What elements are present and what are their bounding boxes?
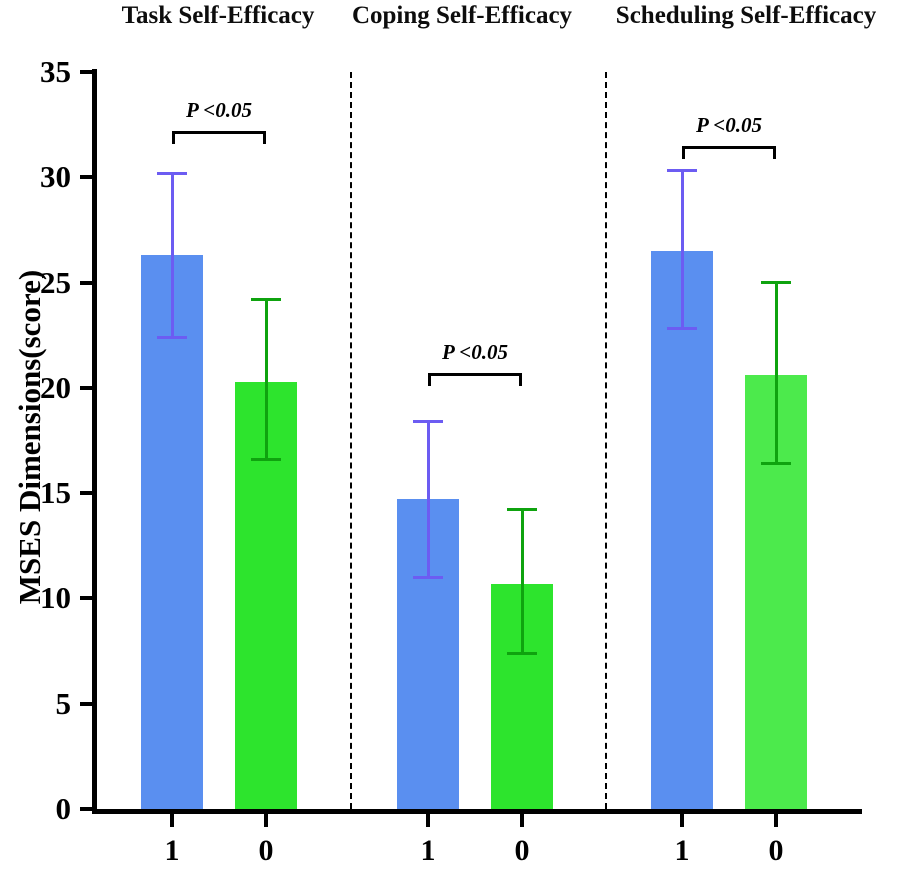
x-axis-tick [264, 814, 268, 827]
error-bar-cap-top [413, 420, 443, 424]
error-bar-cap-top [761, 281, 791, 285]
y-axis-tick [80, 491, 92, 496]
y-axis-tick-label: 30 [40, 159, 71, 195]
error-bar-stem [680, 170, 684, 329]
bar [141, 255, 203, 809]
x-axis-tick [170, 814, 174, 827]
y-axis-tick-label: 10 [40, 580, 71, 616]
error-bar-cap-bottom [507, 651, 537, 655]
group-title-scheduling: Scheduling Self-Efficacy [615, 2, 877, 29]
significance-bracket-cap-left [682, 145, 685, 159]
y-axis-tick-label: 25 [40, 264, 71, 300]
significance-bracket-cap-left [172, 130, 175, 144]
significance-bracket-cap-right [773, 145, 776, 159]
y-axis-label: MSES Dimensions(score) [12, 269, 47, 605]
x-axis-tick [520, 814, 524, 827]
error-bar-cap-bottom [251, 457, 281, 461]
error-bar-cap-top [507, 508, 537, 512]
significance-bracket [682, 145, 776, 149]
x-axis-tick [774, 814, 778, 827]
y-axis-tick [80, 70, 92, 74]
error-bar-stem [426, 421, 430, 578]
error-bar-cap-top [667, 169, 697, 173]
y-axis-tick [80, 385, 92, 390]
error-bar-cap-bottom [667, 327, 697, 331]
error-bar-cap-top [251, 297, 281, 301]
group-title-task: Task Self-Efficacy [121, 2, 315, 29]
significance-bracket-cap-left [428, 373, 431, 387]
x-axis-tick-label: 1 [164, 834, 180, 867]
error-bar-cap-top [157, 171, 187, 175]
panel-divider [605, 72, 607, 809]
y-axis-tick-label: 0 [55, 791, 72, 826]
x-axis-tick-label: 0 [258, 834, 274, 867]
significance-bracket-cap-right [263, 130, 266, 144]
y-axis-tick [80, 596, 92, 601]
error-bar-stem [264, 299, 268, 460]
x-axis-tick [426, 814, 430, 827]
y-axis-tick [80, 175, 92, 180]
x-axis-tick-label: 0 [514, 834, 530, 867]
x-axis-tick-label: 1 [420, 834, 436, 867]
significance-bracket-cap-right [519, 373, 522, 387]
y-axis-tick-label: 5 [55, 685, 72, 721]
error-bar-stem [774, 282, 778, 464]
error-bar-cap-bottom [157, 335, 187, 339]
x-axis-tick-label: 1 [674, 834, 690, 867]
group-title-coping: Coping Self-Efficacy [351, 2, 573, 29]
y-axis-tick-label: 15 [40, 475, 71, 511]
y-axis-line [92, 69, 97, 814]
plot-area: 0 5 10 15 20 25 30 35 1 0 P <0.05 1 0 P <0.05 1 0 P <0.0… [40, 54, 862, 867]
x-axis-tick [680, 814, 684, 827]
y-axis-tick [80, 807, 92, 811]
error-bar-cap-bottom [761, 462, 791, 466]
y-axis-tick-label: 20 [40, 369, 71, 405]
significance-label: P <0.05 [185, 97, 253, 122]
y-axis-tick [80, 280, 92, 285]
significance-label: P <0.05 [441, 340, 509, 365]
error-bar-stem [170, 173, 174, 338]
error-bar-cap-bottom [413, 575, 443, 579]
significance-bracket [172, 130, 266, 134]
significance-label: P <0.05 [695, 112, 763, 137]
significance-bracket [428, 373, 522, 377]
bar [651, 251, 713, 809]
error-bar-stem [520, 509, 524, 654]
panel-divider [350, 72, 352, 809]
y-axis-tick-label: 35 [40, 54, 71, 89]
x-axis-line [92, 809, 862, 814]
x-axis-tick-label: 0 [768, 834, 784, 867]
y-axis-tick [80, 701, 92, 706]
